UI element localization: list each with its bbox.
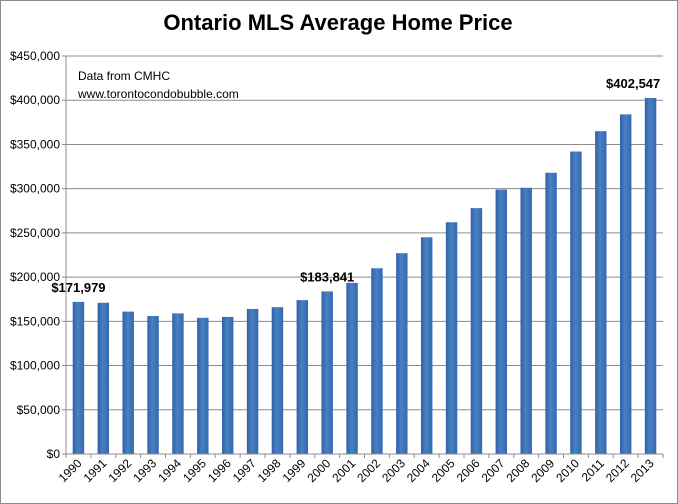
bar-1996 bbox=[221, 316, 234, 454]
x-tick-label: 2005 bbox=[429, 456, 458, 485]
x-tick-label: 2011 bbox=[579, 456, 607, 484]
x-tick-label: 1997 bbox=[230, 456, 259, 485]
bar-1990 bbox=[72, 301, 85, 454]
bars bbox=[72, 97, 657, 454]
x-tick-label: 2003 bbox=[379, 456, 408, 485]
gridlines bbox=[66, 55, 663, 455]
data-label-2000: $183,841 bbox=[300, 269, 354, 284]
x-tick-label: 2010 bbox=[553, 456, 582, 485]
bar-2007 bbox=[495, 189, 508, 454]
y-tick-label: $0 bbox=[47, 447, 61, 461]
bar-1994 bbox=[172, 313, 184, 454]
bar-1992 bbox=[122, 311, 134, 454]
y-tick-label: $400,000 bbox=[10, 93, 60, 107]
x-tick-label: 1995 bbox=[180, 456, 209, 485]
bar-1998 bbox=[271, 307, 284, 454]
x-tick-label: 1991 bbox=[81, 456, 110, 485]
x-tick-label: 2007 bbox=[479, 456, 508, 485]
x-tick-label: 2004 bbox=[404, 456, 433, 485]
y-tick-label: $350,000 bbox=[10, 137, 60, 151]
bar-1993 bbox=[147, 316, 159, 454]
bar-2003 bbox=[396, 253, 408, 454]
bar-1995 bbox=[197, 317, 209, 454]
x-tick-label: 2000 bbox=[305, 456, 334, 485]
x-tick-label: 2002 bbox=[354, 456, 383, 485]
x-tick-label: 2001 bbox=[329, 456, 358, 485]
y-axis-ticks: $0 $50,000 $100,000 $150,000 $200,000 $250,00… bbox=[10, 49, 66, 461]
bar-2011 bbox=[595, 131, 607, 454]
x-tick-label: 2006 bbox=[454, 456, 483, 485]
bar-2000 bbox=[321, 291, 333, 454]
x-axis-ticks: 1990199119921993199419951996199719981999… bbox=[56, 454, 664, 485]
x-tick-label: 2012 bbox=[603, 456, 632, 485]
bar-2005 bbox=[445, 222, 458, 454]
bar-1991 bbox=[97, 302, 110, 454]
data-labels: $171,979 $183,841 $402,547 bbox=[51, 76, 660, 295]
x-tick-label: 1998 bbox=[255, 456, 284, 485]
bar-1999 bbox=[296, 300, 309, 454]
note-source: Data from CMHC bbox=[78, 69, 170, 83]
chart-title: Ontario MLS Average Home Price bbox=[163, 10, 513, 35]
y-tick-label: $200,000 bbox=[10, 270, 60, 284]
y-tick-label: $50,000 bbox=[17, 403, 61, 417]
data-label-2013: $402,547 bbox=[606, 76, 660, 91]
bar-2010 bbox=[570, 151, 582, 454]
bar-2006 bbox=[470, 208, 483, 454]
bar-2012 bbox=[619, 114, 632, 454]
x-tick-label: 1992 bbox=[106, 456, 135, 485]
x-tick-label: 2008 bbox=[504, 456, 533, 485]
bar-2009 bbox=[545, 172, 557, 454]
x-tick-label: 1990 bbox=[56, 456, 85, 485]
x-tick-label: 2013 bbox=[628, 456, 657, 485]
y-tick-label: $450,000 bbox=[10, 49, 60, 63]
x-tick-label: 2009 bbox=[528, 456, 557, 485]
y-tick-label: $300,000 bbox=[10, 182, 60, 196]
y-tick-label: $150,000 bbox=[10, 314, 60, 328]
x-tick-label: 1999 bbox=[280, 456, 309, 485]
data-label-1990: $171,979 bbox=[51, 280, 105, 295]
y-tick-label: $250,000 bbox=[10, 226, 60, 240]
x-tick-label: 1996 bbox=[205, 456, 234, 485]
bar-2013 bbox=[644, 97, 657, 454]
bar-2002 bbox=[371, 268, 383, 454]
y-tick-label: $100,000 bbox=[10, 359, 60, 373]
bar-2004 bbox=[420, 237, 433, 454]
bar-1997 bbox=[246, 308, 259, 454]
note-website: www.torontocondobubble.com bbox=[77, 87, 239, 101]
bar-2001 bbox=[346, 282, 358, 454]
x-tick-label: 1994 bbox=[155, 456, 184, 485]
bar-2008 bbox=[520, 187, 532, 454]
x-tick-label: 1993 bbox=[130, 456, 159, 485]
